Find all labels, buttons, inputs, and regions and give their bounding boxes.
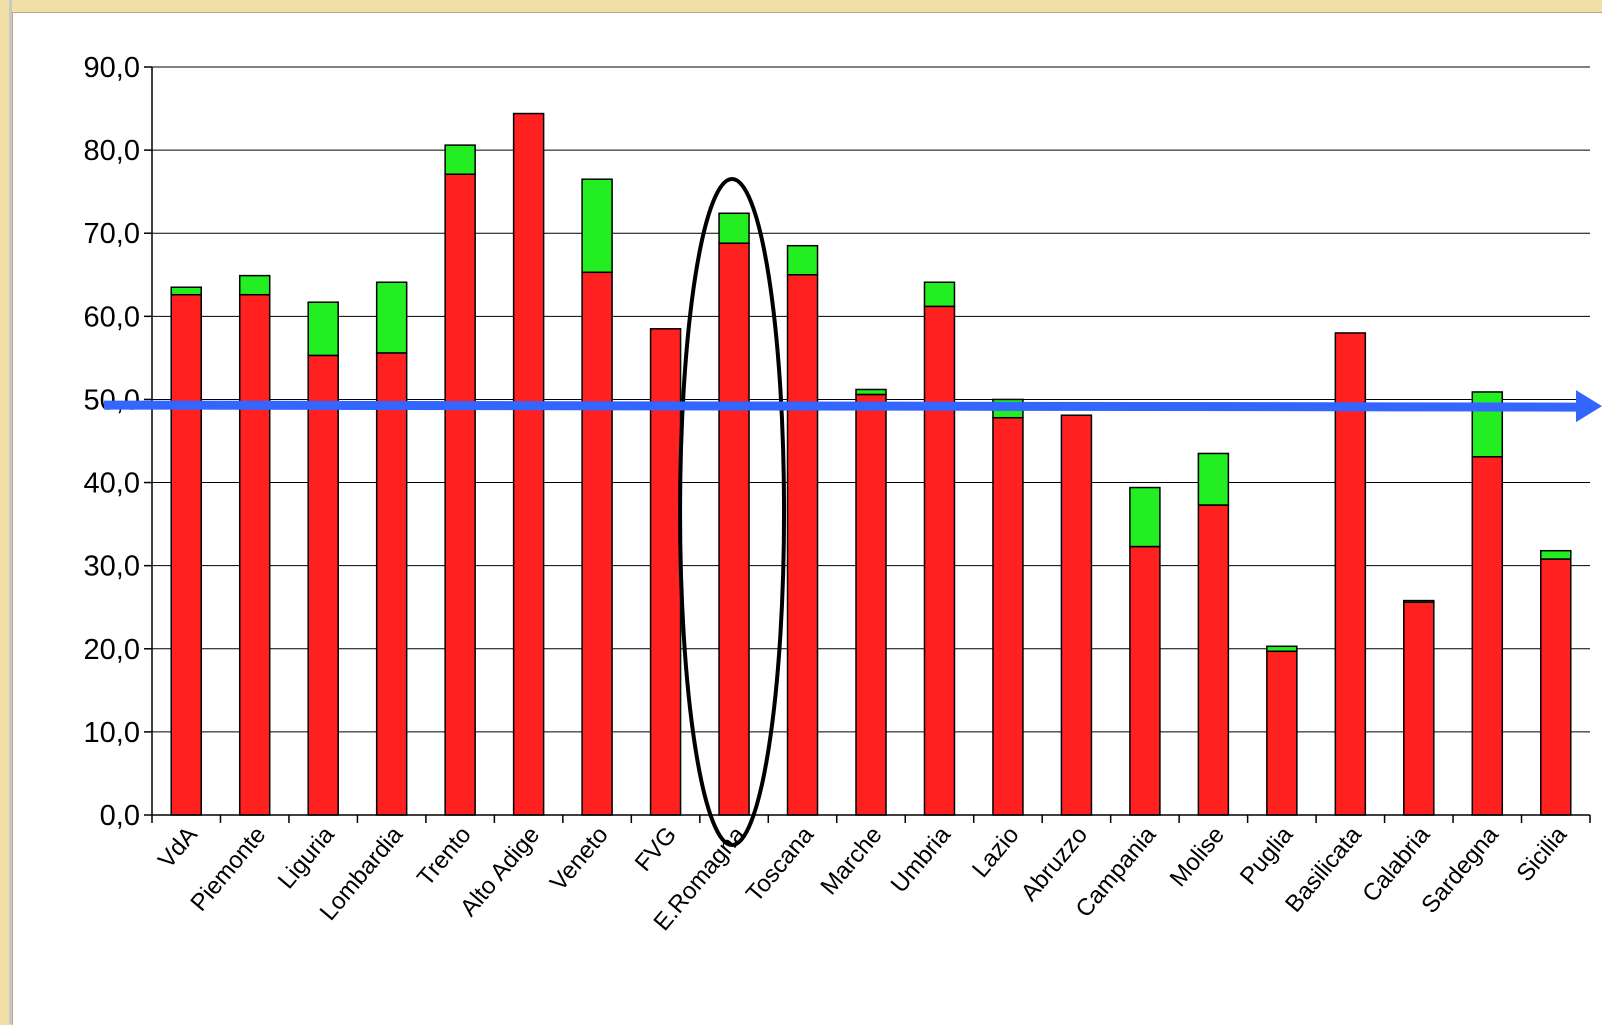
bar-segment-red — [1129, 545, 1161, 816]
bar-segment-red — [923, 305, 956, 816]
bar-segment-red — [718, 242, 750, 816]
bar-segment-red — [581, 271, 613, 816]
bar-segment-red — [992, 416, 1024, 816]
x-category-label: Veneto — [545, 822, 614, 897]
y-tick-label: 10,0 — [84, 717, 140, 749]
bar-segment-red — [1266, 650, 1298, 816]
y-tick-label: 70,0 — [84, 218, 140, 250]
bar-segment-red — [1403, 601, 1435, 816]
y-axis-ticks: 0,0 10,0 20,0 30,0 40,0 50,0 60,0 70,0 80,0 90,0 — [84, 52, 152, 832]
bar-segment-red — [1197, 504, 1230, 816]
bar-segment-green — [1129, 486, 1161, 548]
bar-segment-green — [718, 212, 750, 244]
bar-segment-red — [855, 393, 887, 816]
bar-segment-red — [1334, 332, 1367, 816]
bar-segment-red — [1471, 456, 1504, 816]
bar-segment-green — [786, 244, 819, 276]
bars — [170, 112, 1572, 816]
x-category-label: VdA — [153, 822, 203, 874]
y-tick-label: 30,0 — [84, 551, 140, 583]
bar-segment-red — [238, 293, 271, 816]
bar-segment-green — [581, 178, 613, 274]
bar-segment-red — [512, 112, 545, 816]
x-category-label: Molise — [1165, 822, 1230, 892]
reference-arrow-head — [1576, 390, 1602, 423]
bar-segment-green — [1540, 549, 1572, 560]
x-category-label: Marche — [815, 822, 887, 901]
bar-segment-red — [307, 354, 339, 816]
x-category-label: Liguria — [273, 821, 340, 894]
bar-segment-green — [375, 281, 408, 354]
bar-segment-green — [307, 301, 339, 357]
bar-segment-green — [1197, 452, 1230, 506]
x-category-label: Lazio — [967, 822, 1025, 883]
bar-segment-green — [1471, 391, 1504, 458]
x-category-label: Toscana — [741, 821, 820, 907]
bar-segment-red — [1540, 558, 1572, 816]
bar-segment-red — [786, 274, 819, 816]
bar-segment-green — [170, 286, 202, 296]
annotations — [103, 177, 1602, 847]
x-category-label: Puglia — [1235, 821, 1299, 890]
y-tick-label: 60,0 — [84, 301, 140, 333]
y-tick-label: 80,0 — [84, 135, 140, 167]
y-tick-label: 50,0 — [84, 384, 140, 416]
bar-segment-green — [1403, 599, 1435, 603]
bar-segment-green — [238, 274, 271, 296]
bar-segment-red — [1060, 414, 1093, 816]
bar-segment-red — [375, 352, 408, 816]
x-category-label: Umbria — [886, 821, 957, 898]
bar-segment-red — [170, 293, 202, 816]
bar-segment-red — [444, 173, 476, 816]
x-category-label: Sicilia — [1511, 821, 1572, 887]
bar-segment-green — [444, 144, 476, 175]
frame-edge — [0, 0, 12, 1024]
x-category-label: FVG — [630, 822, 682, 877]
bar-segment-green — [855, 388, 887, 396]
y-tick-label: 0,0 — [100, 800, 140, 832]
axes — [151, 67, 1591, 823]
y-tick-label: 20,0 — [84, 634, 140, 666]
highlight-ellipse — [678, 177, 787, 847]
x-category-label: Trento — [412, 822, 477, 892]
y-tick-label: 90,0 — [84, 52, 140, 84]
reference-line — [103, 400, 1579, 412]
y-tick-label: 40,0 — [84, 468, 140, 500]
bar-segment-green — [1266, 645, 1298, 653]
bar-segment-green — [923, 281, 956, 308]
